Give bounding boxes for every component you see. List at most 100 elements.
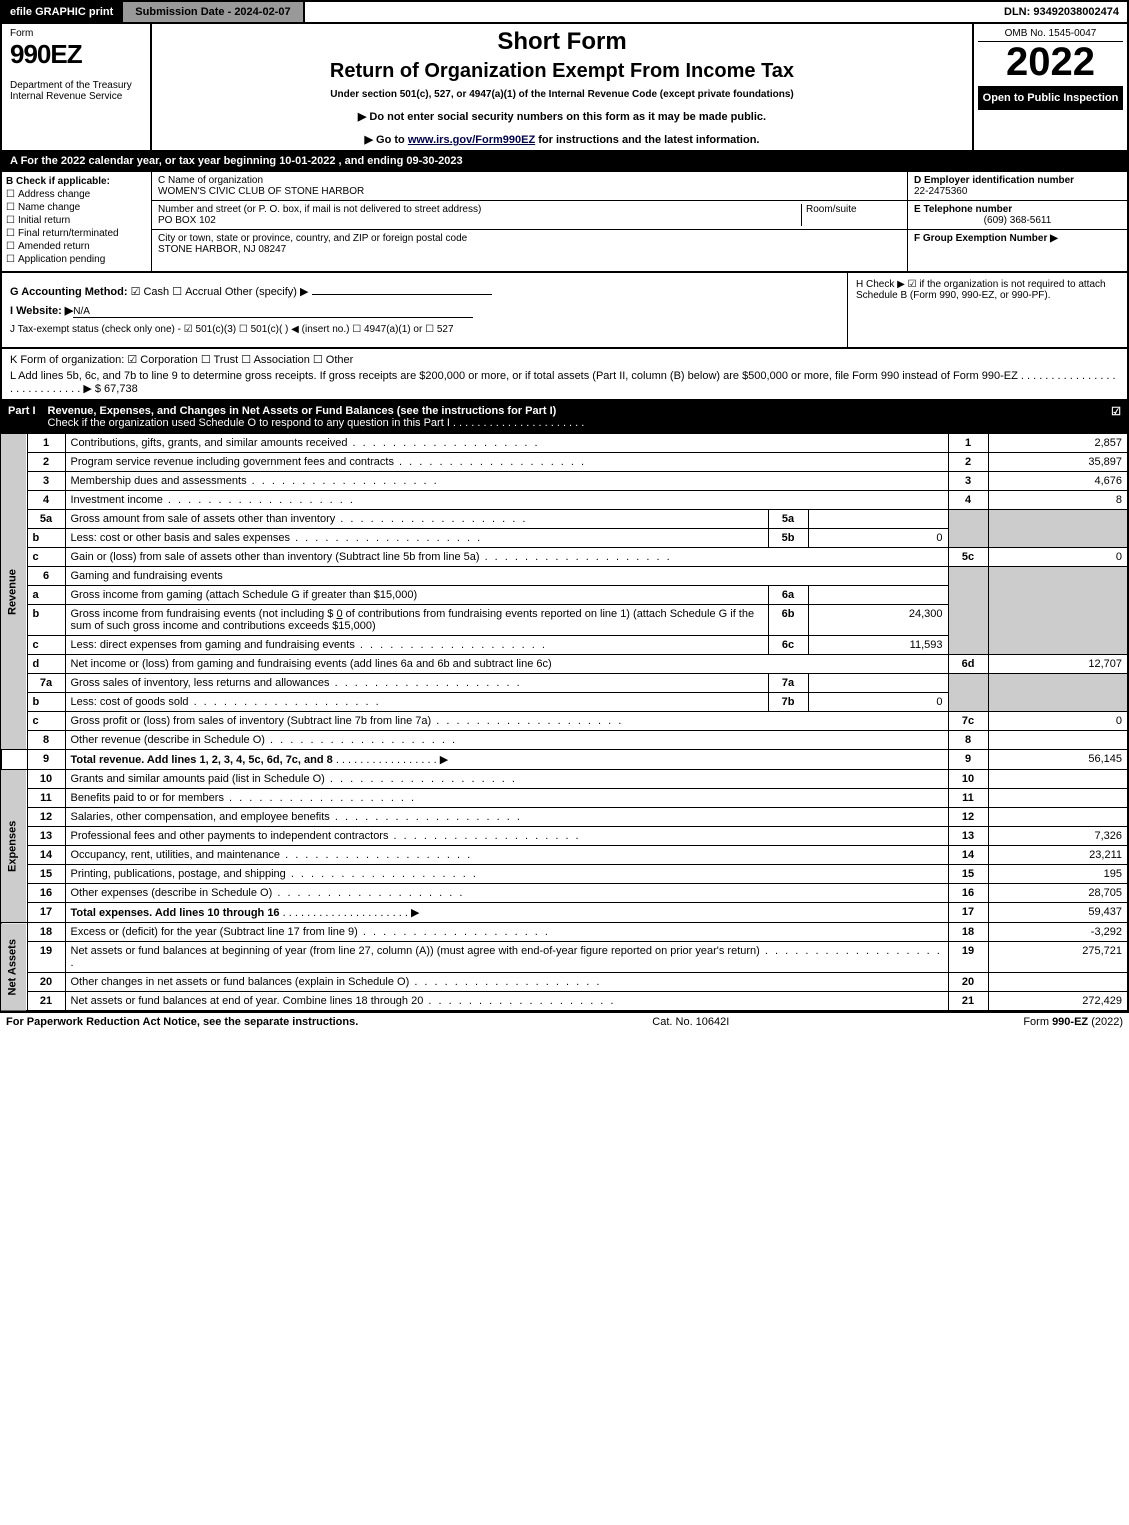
d-ein-row: D Employer identification number 22-2475… [908,172,1127,201]
table-row: 2 Program service revenue including gove… [1,453,1128,472]
line-num: c [27,548,65,567]
lines-table: Revenue 1 Contributions, gifts, grants, … [0,433,1129,1012]
table-row: c Gain or (loss) from sale of assets oth… [1,548,1128,567]
line-desc-text: Professional fees and other payments to … [71,830,581,842]
line-desc: Other changes in net assets or fund bala… [65,973,948,992]
line-desc-text: Occupancy, rent, utilities, and maintena… [71,849,473,861]
line-desc: Gain or (loss) from sale of assets other… [65,548,948,567]
under-section: Under section 501(c), 527, or 4947(a)(1)… [160,89,964,100]
phone-value: (609) 368-5611 [914,215,1121,226]
inner-label: 6a [768,586,808,605]
ein-label: D Employer identification number [914,175,1121,186]
line-amt: 59,437 [988,903,1128,923]
inner-val: 0 [808,693,948,712]
line-desc: Occupancy, rent, utilities, and maintena… [65,846,948,865]
line-num: 3 [27,472,65,491]
line-num: c [27,712,65,731]
line-no: 1 [948,434,988,453]
footer-right-post: (2022) [1088,1016,1123,1028]
inner-val: 11,593 [808,636,948,655]
line-num: b [27,529,65,548]
chk-amended-return[interactable]: Amended return [6,241,147,252]
chk-initial-return[interactable]: Initial return [6,215,147,226]
other-specify-input[interactable] [312,294,492,295]
line-num: a [27,586,65,605]
6b-pre: Gross income from fundraising events (no… [71,608,337,620]
header-left: Form 990EZ Department of the Treasury In… [2,24,152,150]
line-no: 12 [948,808,988,827]
line-amt: 7,326 [988,827,1128,846]
line-desc-text: Investment income [71,494,355,506]
efile-print-button[interactable]: efile GRAPHIC print [2,2,123,22]
table-row: 4 Investment income 4 8 [1,491,1128,510]
inner-label: 5b [768,529,808,548]
line-desc-text: Gross sales of inventory, less returns a… [71,677,522,689]
short-form-title: Short Form [160,28,964,56]
line-desc: Excess or (deficit) for the year (Subtra… [65,923,948,942]
line-desc-text: Gain or (loss) from sale of assets other… [71,551,672,563]
expenses-side-label: Expenses [1,770,27,923]
line-desc: Membership dues and assessments [65,472,948,491]
line-desc: Other expenses (describe in Schedule O) [65,884,948,903]
line-desc: Net assets or fund balances at end of ye… [65,992,948,1012]
line-no: 21 [948,992,988,1012]
footer-right: Form 990-EZ (2022) [1023,1016,1123,1028]
footer-left: For Paperwork Reduction Act Notice, see … [6,1016,358,1028]
chk-address-change[interactable]: Address change [6,189,147,200]
open-public-badge: Open to Public Inspection [978,86,1123,110]
part1-check-icon[interactable]: ☑ [1101,405,1121,429]
i-website: I Website: ▶N/A [10,304,839,318]
line-no: 7c [948,712,988,731]
c-city-row: City or town, state or province, country… [152,230,907,258]
chk-final-return[interactable]: Final return/terminated [6,228,147,239]
table-row: 9 Total revenue. Add lines 1, 2, 3, 4, 5… [1,750,1128,770]
chk-application-pending[interactable]: Application pending [6,254,147,265]
c-street-label: Number and street (or P. O. box, if mail… [158,204,801,215]
line-num: 16 [27,884,65,903]
line-amt [988,770,1128,789]
line-amt: 195 [988,865,1128,884]
footer: For Paperwork Reduction Act Notice, see … [0,1012,1129,1031]
g-label: G Accounting Method: [10,286,128,298]
line-desc: Grants and similar amounts paid (list in… [65,770,948,789]
table-row: 5a Gross amount from sale of assets othe… [1,510,1128,529]
chk-cash[interactable]: Cash [131,286,170,298]
line-num: c [27,636,65,655]
chk-name-change[interactable]: Name change [6,202,147,213]
line-num: 9 [27,750,65,770]
dln: DLN: 93492038002474 [996,2,1127,22]
shaded-cell [988,510,1128,548]
goto-line: ▶ Go to www.irs.gov/Form990EZ for instru… [160,133,964,146]
table-row: 15 Printing, publications, postage, and … [1,865,1128,884]
f-group-row: F Group Exemption Number ▶ [908,230,1127,247]
table-row: Expenses 10 Grants and similar amounts p… [1,770,1128,789]
line-desc-text: Total revenue. Add lines 1, 2, 3, 4, 5c,… [71,754,333,766]
inner-label: 5a [768,510,808,529]
table-row: 11 Benefits paid to or for members 11 [1,789,1128,808]
goto-post: for instructions and the latest informat… [535,134,759,146]
irs-link[interactable]: www.irs.gov/Form990EZ [408,134,535,146]
line-no: 14 [948,846,988,865]
row-a-year: A For the 2022 calendar year, or tax yea… [0,152,1129,172]
top-bar: efile GRAPHIC print Submission Date - 20… [0,0,1129,24]
shaded-cell [988,567,1128,655]
shaded-cell [988,674,1128,712]
table-row: 20 Other changes in net assets or fund b… [1,973,1128,992]
group-label: F Group Exemption Number ▶ [914,233,1121,244]
line-desc: Net assets or fund balances at beginning… [65,942,948,973]
k-l-section: K Form of organization: ☑ Corporation ☐ … [0,349,1129,401]
ein-value: 22-2475360 [914,186,1121,197]
l-text: L Add lines 5b, 6c, and 7b to line 9 to … [10,370,1116,395]
h-check-text: H Check ▶ ☑ if the organization is not r… [856,279,1119,301]
line-desc-text: Salaries, other compensation, and employ… [71,811,522,823]
line-no: 3 [948,472,988,491]
footer-right-bold: 990-EZ [1052,1016,1088,1028]
line-no: 10 [948,770,988,789]
line-amt: 0 [988,548,1128,567]
header-right: OMB No. 1545-0047 2022 Open to Public In… [972,24,1127,150]
inner-label: 7a [768,674,808,693]
line-num: 4 [27,491,65,510]
line-no: 6d [948,655,988,674]
chk-accrual[interactable]: Accrual [172,286,222,298]
e-phone-row: E Telephone number (609) 368-5611 [908,201,1127,230]
